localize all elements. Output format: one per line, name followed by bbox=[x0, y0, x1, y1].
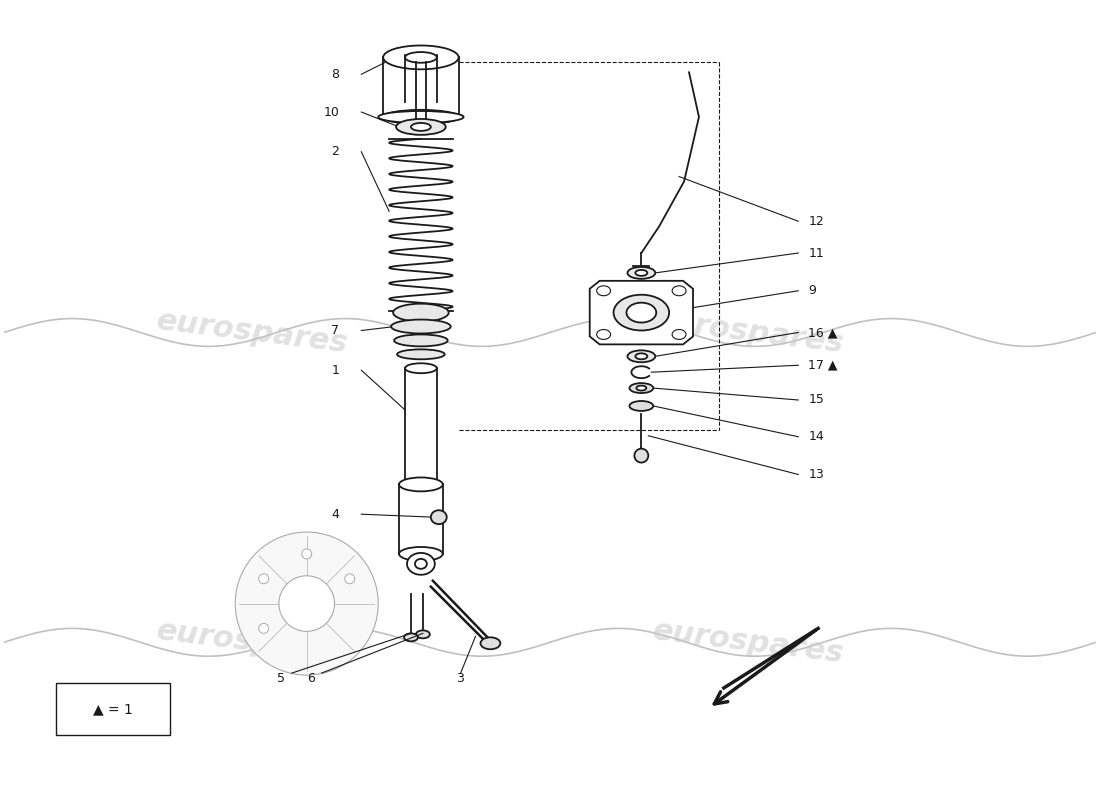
Ellipse shape bbox=[411, 123, 431, 131]
Text: 3: 3 bbox=[455, 671, 463, 685]
Polygon shape bbox=[590, 281, 693, 344]
Text: 15: 15 bbox=[808, 394, 824, 406]
Ellipse shape bbox=[614, 294, 669, 330]
Text: ▲ = 1: ▲ = 1 bbox=[94, 702, 133, 716]
Ellipse shape bbox=[405, 479, 437, 490]
FancyBboxPatch shape bbox=[56, 683, 169, 734]
Ellipse shape bbox=[404, 634, 418, 642]
Ellipse shape bbox=[407, 553, 434, 574]
Ellipse shape bbox=[378, 111, 463, 123]
Circle shape bbox=[235, 532, 378, 675]
Ellipse shape bbox=[596, 286, 611, 296]
Ellipse shape bbox=[399, 547, 442, 561]
Bar bbox=[399, 485, 442, 554]
Text: 8: 8 bbox=[331, 68, 340, 81]
Ellipse shape bbox=[405, 52, 437, 62]
Text: 14: 14 bbox=[808, 430, 824, 443]
Ellipse shape bbox=[416, 630, 430, 638]
Text: 12: 12 bbox=[808, 214, 824, 228]
Circle shape bbox=[344, 574, 354, 584]
Text: 4: 4 bbox=[331, 508, 340, 521]
Circle shape bbox=[258, 574, 268, 584]
Ellipse shape bbox=[392, 319, 451, 334]
Ellipse shape bbox=[431, 510, 447, 524]
Text: eurospares: eurospares bbox=[155, 616, 350, 669]
Ellipse shape bbox=[629, 401, 653, 411]
Ellipse shape bbox=[396, 119, 446, 135]
Ellipse shape bbox=[627, 302, 657, 322]
Ellipse shape bbox=[481, 638, 500, 650]
Text: eurospares: eurospares bbox=[155, 306, 350, 358]
Ellipse shape bbox=[405, 363, 437, 373]
Ellipse shape bbox=[636, 354, 647, 359]
Text: 6: 6 bbox=[307, 671, 315, 685]
Ellipse shape bbox=[631, 282, 651, 290]
Text: 10: 10 bbox=[323, 106, 340, 118]
Circle shape bbox=[258, 623, 268, 634]
Text: 2: 2 bbox=[331, 146, 340, 158]
Ellipse shape bbox=[637, 386, 647, 390]
Ellipse shape bbox=[393, 304, 449, 322]
Text: 9: 9 bbox=[808, 284, 816, 298]
Ellipse shape bbox=[397, 350, 444, 359]
Text: 16 ▲: 16 ▲ bbox=[808, 326, 837, 339]
Ellipse shape bbox=[627, 350, 656, 362]
Text: eurospares: eurospares bbox=[651, 616, 846, 669]
Bar bbox=[405, 368, 437, 485]
Ellipse shape bbox=[415, 559, 427, 569]
Text: eurospares: eurospares bbox=[651, 306, 846, 358]
Text: 11: 11 bbox=[808, 246, 824, 259]
Circle shape bbox=[279, 576, 334, 631]
Ellipse shape bbox=[383, 46, 459, 70]
Circle shape bbox=[301, 549, 311, 559]
Ellipse shape bbox=[636, 270, 647, 276]
Ellipse shape bbox=[394, 334, 448, 346]
Ellipse shape bbox=[383, 110, 459, 124]
Text: 5: 5 bbox=[277, 671, 285, 685]
Ellipse shape bbox=[635, 449, 648, 462]
Text: 1: 1 bbox=[331, 364, 340, 377]
Text: 7: 7 bbox=[331, 324, 340, 337]
Ellipse shape bbox=[627, 267, 656, 279]
Text: 13: 13 bbox=[808, 468, 824, 481]
Text: 17 ▲: 17 ▲ bbox=[808, 358, 838, 372]
Ellipse shape bbox=[672, 286, 686, 296]
Ellipse shape bbox=[399, 478, 442, 491]
Ellipse shape bbox=[596, 330, 611, 339]
Ellipse shape bbox=[629, 383, 653, 393]
Ellipse shape bbox=[672, 330, 686, 339]
